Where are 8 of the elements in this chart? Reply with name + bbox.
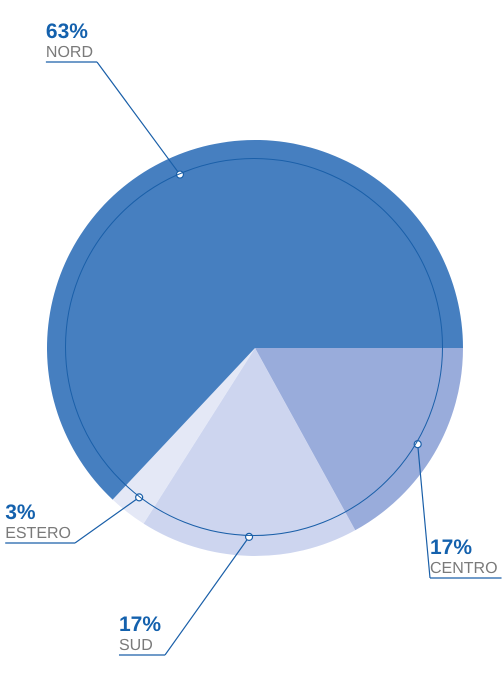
slice-label: ESTERO [5,525,72,542]
data-label: 17% [118,613,162,636]
data-label: 3% [5,501,36,524]
slice-label: NORD [46,44,93,61]
slice-label: CENTRO [430,560,498,577]
data-label: 17% [430,536,472,559]
data-label: 63% [46,20,88,43]
slice-label: SUD [118,637,153,654]
